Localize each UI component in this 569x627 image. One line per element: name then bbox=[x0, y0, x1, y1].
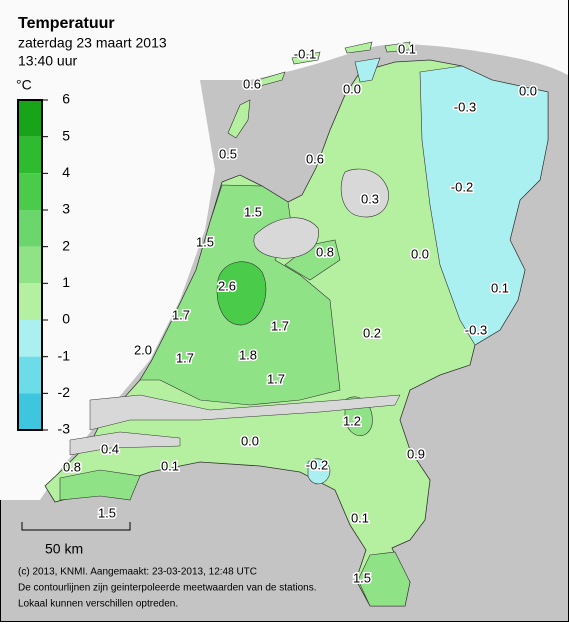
station-value: -0.1 bbox=[294, 46, 316, 61]
legend-tick-label: 6 bbox=[62, 91, 70, 107]
station-value: 0.1 bbox=[398, 41, 416, 56]
station-value: 1.2 bbox=[343, 413, 361, 428]
station-value: 0.8 bbox=[63, 459, 81, 474]
station-value: 1.5 bbox=[98, 505, 116, 520]
legend-band bbox=[18, 283, 42, 320]
zone-below-zero bbox=[419, 65, 549, 346]
station-value: -0.2 bbox=[306, 457, 328, 472]
zone-below-zero bbox=[354, 57, 381, 83]
zone-1-2 bbox=[357, 551, 411, 607]
legend-tick-label: 3 bbox=[62, 201, 70, 217]
lake bbox=[253, 217, 319, 259]
station-value: 0.9 bbox=[407, 446, 425, 461]
station-value: 0.8 bbox=[316, 244, 334, 259]
station-value: -0.3 bbox=[465, 322, 487, 337]
island bbox=[384, 41, 411, 53]
station-value: 0.0 bbox=[411, 246, 429, 261]
station-value: 0.6 bbox=[306, 151, 324, 166]
station-value: 0.0 bbox=[519, 83, 537, 98]
sea-west bbox=[0, 0, 215, 500]
legend-tick-label: 4 bbox=[62, 164, 70, 180]
station-value: 1.7 bbox=[271, 318, 289, 333]
island bbox=[227, 99, 251, 139]
legend-tick-label: 0 bbox=[62, 311, 70, 327]
station-value: 0.0 bbox=[241, 433, 259, 448]
island bbox=[344, 41, 373, 54]
legend-unit: °C bbox=[16, 77, 32, 93]
zone-1-2 bbox=[59, 469, 141, 501]
legend-band bbox=[18, 356, 42, 394]
legend-band bbox=[18, 173, 42, 210]
island bbox=[291, 51, 321, 65]
legend-band bbox=[18, 320, 42, 357]
station-value: 0.3 bbox=[361, 191, 379, 206]
station-value: 1.7 bbox=[172, 307, 190, 322]
footer-line: De contourlijnen zijn geinterpoleerde me… bbox=[18, 583, 317, 594]
date: zaterdag 23 maart 2013 bbox=[18, 35, 167, 51]
station-value: 0.5 bbox=[219, 146, 237, 161]
legend-tick-label: 5 bbox=[62, 127, 70, 143]
zone-2-3 bbox=[216, 261, 267, 326]
legend-tick-label: -1 bbox=[58, 347, 71, 363]
station-value: 0.4 bbox=[101, 441, 119, 456]
legend-tick-label: 2 bbox=[62, 237, 70, 253]
station-value: 0.0 bbox=[343, 81, 361, 96]
legend-tick-label: 1 bbox=[62, 274, 70, 290]
island bbox=[257, 71, 286, 87]
station-value: 1.7 bbox=[176, 350, 194, 365]
station-value: 0.2 bbox=[363, 325, 381, 340]
station-value: 1.7 bbox=[267, 371, 285, 386]
legend-tick-label: -3 bbox=[58, 421, 71, 437]
scale-label: 50 km bbox=[45, 541, 83, 557]
scale-bar bbox=[21, 522, 131, 531]
sea bbox=[200, 0, 568, 80]
footer-line: (c) 2013, KNMI. Aangemaakt: 23-03-2013, … bbox=[18, 567, 257, 578]
station-value: 0.1 bbox=[491, 280, 509, 295]
legend: 6 5 4 3 2 1 0 -1 -2 -3 bbox=[17, 91, 71, 437]
station-value: 1.5 bbox=[244, 204, 262, 219]
station-value: 0.6 bbox=[243, 76, 261, 91]
station-value: 1.5 bbox=[353, 570, 371, 585]
stations: -0.1 0.1 0.6 0.0 -0.3 0.0 0.5 0.6 -0.2 1.5 0.3 1.5 0… bbox=[61, 40, 538, 587]
time: 13:40 uur bbox=[18, 53, 77, 69]
station-value: 2.6 bbox=[218, 278, 236, 293]
zone-below-zero bbox=[307, 458, 331, 485]
station-value: 0.1 bbox=[161, 458, 179, 473]
station-value: -0.3 bbox=[454, 99, 476, 114]
station-value: 1.5 bbox=[196, 234, 214, 249]
legend-band bbox=[18, 246, 42, 284]
legend-band bbox=[18, 100, 42, 137]
station-value: 0.1 bbox=[351, 510, 369, 525]
legend-band bbox=[18, 393, 42, 430]
river bbox=[89, 394, 401, 431]
station-value: 2.0 bbox=[134, 342, 152, 357]
legend-band bbox=[18, 210, 42, 247]
lake bbox=[340, 168, 389, 218]
river bbox=[69, 431, 181, 456]
legend-tick-label: -2 bbox=[58, 384, 71, 400]
legend-frame bbox=[17, 99, 43, 431]
title: Temperatuur bbox=[18, 15, 115, 32]
footer-line: Lokaal kunnen verschillen optreden. bbox=[18, 599, 178, 610]
legend-band bbox=[18, 136, 42, 174]
station-value: 1.8 bbox=[239, 347, 257, 362]
station-value: -0.2 bbox=[451, 179, 473, 194]
